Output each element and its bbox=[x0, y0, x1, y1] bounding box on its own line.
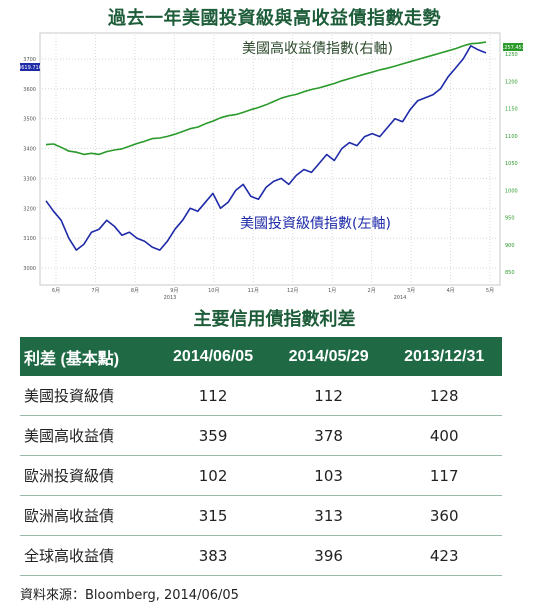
x-tick-label: 3月 bbox=[407, 288, 415, 294]
investment-grade-series-label: 美國投資級債指數(左軸) bbox=[240, 216, 391, 232]
right-current-label: 1257.453 bbox=[501, 45, 525, 51]
left-tick-label: 3100 bbox=[23, 236, 36, 242]
header-cell: 2014/05/29 bbox=[270, 337, 387, 376]
right-tick-label: 1050 bbox=[505, 161, 518, 167]
right-tick-label: 1200 bbox=[505, 79, 518, 85]
left-axis-ticks: 3700 3600 3500 3400 3300 3200 3100 3000 bbox=[23, 57, 36, 272]
source-note: 資料來源：Bloomberg, 2014/06/05 bbox=[20, 588, 239, 603]
left-tick-label: 3500 bbox=[23, 117, 36, 123]
right-tick-label: 1250 bbox=[505, 52, 518, 58]
left-tick-label: 3600 bbox=[23, 87, 36, 93]
table-cell: 400 bbox=[386, 415, 502, 456]
current-value-labels: 3619.716 1257.453 bbox=[18, 43, 525, 71]
left-tick-label: 3400 bbox=[23, 147, 36, 153]
x-tick-label: 7月 bbox=[91, 288, 99, 294]
left-tick-label: 3200 bbox=[23, 206, 36, 212]
table-row: 歐洲高收益債 315 313 360 bbox=[20, 495, 502, 536]
right-axis-ticks: 1250 1200 1150 1100 1050 1000 950 900 850 bbox=[505, 52, 518, 276]
x-tick-label: 2月 bbox=[368, 288, 376, 294]
series-labels: 美國高收益債指數(右軸) 美國投資級債指數(左軸) bbox=[240, 40, 393, 232]
table-cell: 383 bbox=[155, 535, 271, 576]
right-tick-label: 1100 bbox=[505, 134, 518, 140]
table-row: 美國投資級債 112 112 128 bbox=[20, 376, 502, 416]
x-tick-label: 11月 bbox=[248, 288, 259, 294]
line-chart: 3700 3600 3500 3400 3300 3200 3100 3000 1250 120… bbox=[18, 32, 525, 300]
table-cell: 423 bbox=[386, 535, 502, 576]
table-cell: 103 bbox=[270, 455, 387, 496]
left-tick-label: 3300 bbox=[23, 176, 36, 182]
table-row: 全球高收益債 383 396 423 bbox=[20, 535, 502, 576]
investment-grade-line bbox=[45, 44, 487, 251]
header-cell: 利差 (基本點) bbox=[20, 337, 156, 376]
x-tick-label: 9月 bbox=[170, 288, 178, 294]
x-year-label: 2013 bbox=[164, 295, 177, 300]
series-lines bbox=[45, 41, 487, 251]
x-tick-label: 8月 bbox=[131, 288, 139, 294]
x-axis-ticks: 6月 7月 8月 9月 10月 11月 12月 1月 2月 3月 4月 5月 2013 2014 bbox=[52, 288, 494, 300]
x-tick-label: 1月 bbox=[328, 288, 336, 294]
right-tick-label: 850 bbox=[505, 270, 515, 276]
row-label: 歐洲高收益債 bbox=[20, 495, 156, 536]
table-cell: 128 bbox=[386, 376, 502, 416]
right-tick-label: 1150 bbox=[505, 107, 518, 113]
plot-area bbox=[39, 32, 501, 286]
row-label: 歐洲投資級債 bbox=[20, 455, 156, 496]
left-tick-label: 3700 bbox=[23, 57, 36, 63]
table-header-row: 利差 (基本點) 2014/06/05 2014/05/29 2013/12/3… bbox=[20, 337, 502, 376]
row-label: 美國高收益債 bbox=[20, 415, 156, 456]
high-yield-line bbox=[45, 41, 487, 156]
header-cell: 2014/06/05 bbox=[155, 337, 271, 376]
table-title: 主要信用債指數利差 bbox=[193, 309, 356, 330]
chart-title: 過去一年美國投資級與高收益債指數走勢 bbox=[108, 8, 441, 29]
table-row: 歐洲投資級債 102 103 117 bbox=[20, 455, 502, 496]
table-cell: 117 bbox=[386, 455, 502, 496]
x-tick-label: 10月 bbox=[208, 288, 219, 294]
table-cell: 102 bbox=[155, 455, 271, 496]
x-tick-label: 5月 bbox=[486, 288, 494, 294]
header-cell: 2013/12/31 bbox=[386, 337, 502, 376]
table-cell: 315 bbox=[155, 495, 271, 536]
table-cell: 313 bbox=[270, 495, 387, 536]
right-tick-label: 900 bbox=[505, 243, 515, 249]
table-cell: 112 bbox=[155, 376, 271, 416]
x-tick-label: 12月 bbox=[287, 288, 298, 294]
x-year-label: 2014 bbox=[394, 295, 407, 300]
x-tick-label: 6月 bbox=[52, 288, 60, 294]
table-row: 美國高收益債 359 378 400 bbox=[20, 415, 502, 456]
left-tick-label: 3000 bbox=[23, 266, 36, 272]
table-cell: 396 bbox=[270, 535, 387, 576]
x-tick-label: 4月 bbox=[446, 288, 454, 294]
left-current-label: 3619.716 bbox=[18, 65, 42, 71]
table-cell: 359 bbox=[155, 415, 271, 456]
table-cell: 378 bbox=[270, 415, 387, 456]
right-current-box bbox=[503, 43, 523, 51]
table-cell: 112 bbox=[270, 376, 387, 416]
row-label: 全球高收益債 bbox=[20, 535, 156, 576]
right-tick-label: 1000 bbox=[505, 188, 518, 194]
high-yield-series-label: 美國高收益債指數(右軸) bbox=[242, 40, 393, 57]
row-label: 美國投資級債 bbox=[20, 376, 156, 416]
left-current-box bbox=[20, 63, 40, 71]
right-tick-label: 950 bbox=[505, 216, 515, 222]
table-cell: 360 bbox=[386, 495, 502, 536]
spread-table: 利差 (基本點) 2014/06/05 2014/05/29 2013/12/3… bbox=[20, 337, 502, 576]
